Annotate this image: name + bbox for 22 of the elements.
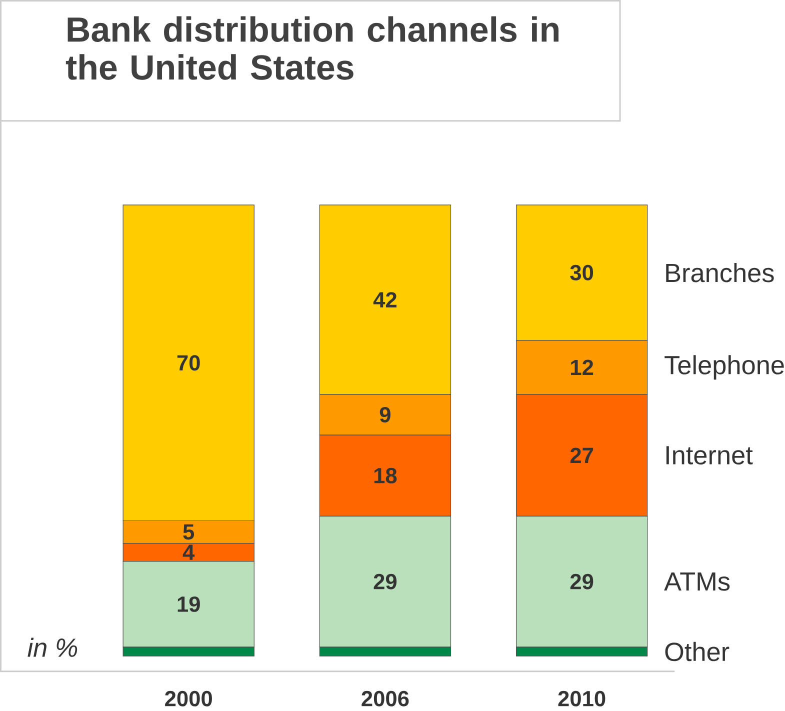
series-label: Internet [666,446,753,464]
chart-title: Bank distribution channels in the United States [66,16,558,80]
x-tick-label: 2000 [165,690,212,706]
data-label: 29 [374,574,397,590]
data-label: 70 [177,354,200,370]
data-label: 19 [178,596,200,612]
data-label: 5 [183,524,194,540]
data-label: 18 [374,468,397,484]
data-label: 12 [571,360,594,375]
data-label: 30 [570,264,594,280]
series-label: ATMs [664,572,730,591]
series-label: Other [665,642,730,662]
text: in % [28,638,78,657]
x-tick-label: 2010 [558,690,606,706]
data-label: 42 [373,292,396,308]
data-label: 4 [182,544,195,560]
data-label: 9 [380,406,390,422]
series-label: Branches [666,262,774,282]
series-label: Telephone [664,355,784,380]
data-label: 29 [570,574,594,590]
data-label: 27 [570,448,594,463]
x-tick-label: 2006 [362,690,409,706]
